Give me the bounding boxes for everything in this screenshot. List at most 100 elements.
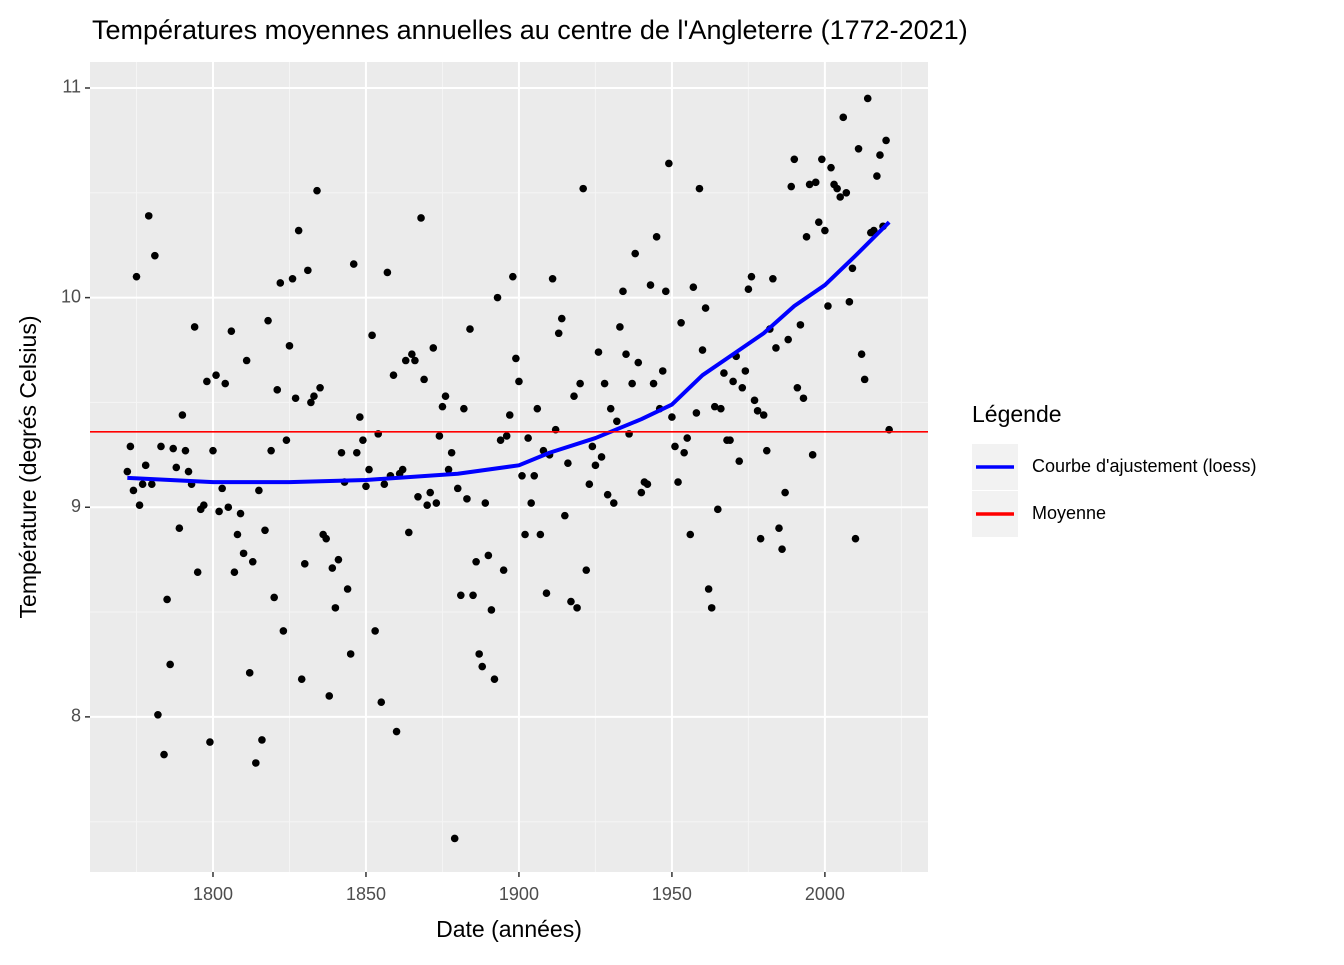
point: [842, 189, 851, 197]
point: [530, 472, 539, 480]
point: [536, 530, 545, 539]
point: [848, 264, 857, 273]
point: [356, 413, 364, 421]
point: [741, 367, 750, 375]
point: [692, 409, 701, 417]
point: [236, 509, 245, 518]
point: [775, 524, 783, 533]
point: [383, 268, 392, 277]
point: [735, 457, 744, 465]
point: [665, 159, 673, 168]
point: [352, 448, 361, 457]
point: [619, 287, 627, 296]
point: [380, 480, 389, 488]
point: [457, 591, 465, 600]
point: [126, 442, 135, 451]
point: [493, 293, 502, 302]
point: [264, 316, 272, 325]
point: [325, 692, 334, 700]
point: [429, 344, 438, 352]
point: [239, 549, 248, 558]
point: [294, 226, 303, 235]
point: [499, 566, 508, 574]
point: [224, 503, 233, 512]
point: [178, 411, 187, 419]
x-axis-label: Date (années): [436, 916, 582, 942]
point: [276, 279, 285, 287]
point: [496, 436, 505, 444]
point: [805, 180, 814, 189]
point: [184, 467, 193, 476]
point: [328, 564, 337, 572]
point: [157, 442, 165, 451]
point: [873, 172, 881, 180]
point: [444, 465, 453, 474]
point: [377, 698, 386, 707]
point: [401, 356, 410, 365]
point: [606, 404, 615, 413]
point: [206, 738, 214, 746]
point: [408, 350, 416, 359]
point: [166, 660, 174, 669]
point: [154, 710, 162, 719]
point: [181, 446, 190, 455]
point: [759, 411, 768, 419]
point: [677, 318, 685, 327]
point: [313, 186, 321, 195]
point: [466, 325, 474, 333]
point: [365, 465, 373, 474]
point: [435, 432, 444, 440]
point: [334, 555, 343, 564]
point: [423, 501, 431, 509]
point: [368, 331, 376, 340]
point: [227, 327, 236, 335]
point: [221, 379, 230, 388]
point: [714, 505, 722, 514]
point: [230, 568, 239, 577]
point: [836, 193, 844, 201]
point: [631, 249, 640, 258]
point: [833, 184, 841, 193]
point: [646, 281, 655, 289]
point: [821, 226, 829, 235]
point: [248, 557, 257, 566]
point: [484, 551, 493, 560]
point: [609, 499, 618, 507]
x-tick-label: 1900: [499, 884, 539, 904]
point: [359, 436, 367, 444]
point: [273, 386, 282, 394]
point: [698, 346, 707, 354]
point: [505, 411, 514, 419]
point: [487, 606, 496, 614]
point: [793, 383, 802, 392]
point: [405, 528, 413, 537]
point: [304, 266, 312, 275]
point: [490, 675, 499, 683]
point: [542, 589, 551, 597]
point: [245, 669, 254, 677]
point: [233, 530, 242, 539]
y-tick-label: 11: [62, 77, 81, 97]
point: [787, 182, 796, 191]
point: [518, 472, 526, 480]
point: [808, 451, 817, 459]
point: [622, 350, 630, 359]
point: [649, 379, 658, 388]
point: [860, 375, 869, 384]
point: [870, 226, 878, 235]
point: [814, 218, 823, 226]
point: [564, 459, 572, 468]
point: [447, 448, 456, 457]
point: [438, 402, 447, 411]
point: [588, 442, 597, 451]
point: [414, 492, 422, 501]
point: [160, 750, 168, 759]
x-tick-label: 2000: [805, 884, 845, 904]
point: [557, 314, 566, 323]
point: [316, 383, 324, 392]
point: [212, 371, 220, 379]
point: [839, 113, 848, 122]
point: [674, 478, 682, 486]
point: [854, 144, 863, 153]
point: [533, 404, 542, 413]
